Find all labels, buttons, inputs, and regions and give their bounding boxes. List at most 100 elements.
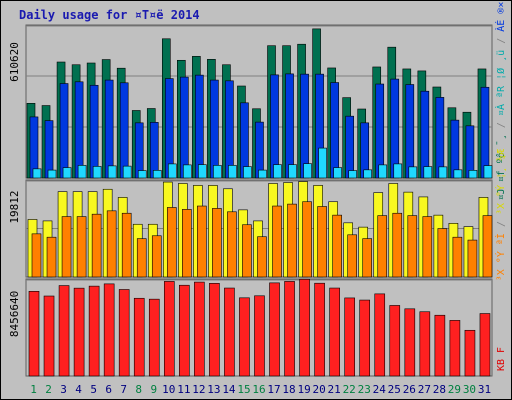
bar-top-s2-day-7 xyxy=(122,165,132,179)
bar-middle-s1-day-4 xyxy=(76,216,87,278)
bar-middle-s1-day-24 xyxy=(377,215,388,278)
x-tick-day-29: 29 xyxy=(448,383,461,396)
x-tick-day-4: 4 xyxy=(75,383,82,396)
bar-bottom-s0-day-4 xyxy=(73,287,85,377)
bar-top-s2-day-29 xyxy=(453,169,463,179)
bar-top-s1-day-22 xyxy=(345,115,354,179)
bar-bottom-s0-day-25 xyxy=(389,305,401,377)
legend-entry-bottom-0: KB F xyxy=(496,347,507,371)
bar-middle-s1-day-30 xyxy=(467,239,478,278)
bar-top-s1-day-24 xyxy=(375,83,385,179)
bar-bottom-s0-day-22 xyxy=(344,297,355,377)
bar-top-s1-day-9 xyxy=(149,122,159,179)
bar-bottom-s0-day-2 xyxy=(43,295,55,377)
x-tick-day-12: 12 xyxy=(192,383,205,396)
bar-top-s2-day-23 xyxy=(363,169,373,179)
bar-middle-s1-day-5 xyxy=(91,213,102,278)
bar-middle-s1-day-1 xyxy=(31,233,42,278)
bar-top-s2-day-1 xyxy=(32,168,42,179)
bar-top-s2-day-9 xyxy=(152,170,162,179)
bar-top-s2-day-27 xyxy=(423,166,433,179)
bar-top-s2-day-3 xyxy=(62,167,72,179)
bar-middle-s1-day-21 xyxy=(332,214,342,278)
bar-top-s1-day-4 xyxy=(74,81,84,179)
bar-middle-s1-day-17 xyxy=(272,205,282,278)
bar-middle-s1-day-16 xyxy=(257,236,267,278)
bar-middle-s1-day-31 xyxy=(482,215,493,278)
bar-bottom-s0-day-15 xyxy=(239,297,250,377)
bar-bottom-s0-day-27 xyxy=(419,311,431,377)
bar-bottom-s0-day-18 xyxy=(284,281,295,377)
bar-top-s1-day-17 xyxy=(270,74,279,179)
x-tick-day-18: 18 xyxy=(282,383,295,396)
bar-top-s2-day-6 xyxy=(107,165,117,179)
bar-top-s2-day-10 xyxy=(167,163,177,179)
bar-top-s1-day-14 xyxy=(225,80,234,179)
bar-top-s1-day-6 xyxy=(104,79,114,179)
bar-top-s2-day-25 xyxy=(393,163,403,179)
legend-entry-top-3: / xyxy=(496,32,507,50)
bar-top-s1-day-21 xyxy=(330,82,339,179)
bar-bottom-s0-day-16 xyxy=(254,295,265,377)
bar-middle-s1-day-22 xyxy=(347,234,357,278)
bar-middle-s1-day-6 xyxy=(106,210,117,278)
x-tick-day-19: 19 xyxy=(297,383,310,396)
legend-entry-top-1: / xyxy=(496,116,507,134)
x-tick-day-24: 24 xyxy=(373,383,387,396)
x-tick-day-17: 17 xyxy=(267,383,280,396)
bar-middle-s1-day-23 xyxy=(362,238,373,278)
legend-entry-middle-2: ³X °Ý ¦¸ ¼Æ xyxy=(494,149,507,215)
x-tick-day-7: 7 xyxy=(120,383,127,396)
bar-top-s2-day-30 xyxy=(468,170,478,179)
bar-bottom-s0-day-31 xyxy=(479,313,491,377)
bar-bottom-s0-day-21 xyxy=(329,287,340,377)
bar-top-s1-day-8 xyxy=(134,122,144,179)
bar-middle-s1-day-7 xyxy=(121,212,132,278)
bar-top-s2-day-12 xyxy=(198,164,207,179)
bar-top-s2-day-24 xyxy=(378,164,388,179)
bar-top-s2-day-5 xyxy=(92,166,102,179)
bar-middle-s1-day-27 xyxy=(422,216,433,278)
legend-bottom: KB F xyxy=(496,347,507,371)
bar-top-s1-day-16 xyxy=(255,121,264,179)
bar-middle-s1-day-11 xyxy=(182,209,192,278)
bar-top-s2-day-8 xyxy=(137,170,147,179)
x-tick-day-30: 30 xyxy=(463,383,476,396)
x-tick-day-3: 3 xyxy=(60,383,67,396)
x-axis-ticks: 1 2 3 4 5 6 7 8 9 10 11 12 13 14 15 16 17 18 19 20 21 22 23 24 2… xyxy=(30,383,491,396)
x-tick-day-13: 13 xyxy=(207,383,220,396)
bar-bottom-s0-day-3 xyxy=(58,285,70,377)
panel-bottom: 8456640 KB F xyxy=(8,278,507,377)
bar-middle-s1-day-8 xyxy=(136,238,147,278)
x-tick-day-27: 27 xyxy=(418,383,431,396)
bar-top-s1-day-5 xyxy=(89,84,99,179)
bar-bottom-s0-day-11 xyxy=(179,284,190,377)
legend-entry-top-4: ÀÉ ®× xyxy=(494,2,507,32)
bar-top-s2-day-2 xyxy=(47,169,57,179)
x-tick-day-6: 6 xyxy=(105,383,112,396)
y-max-label-top: 610620 xyxy=(8,42,21,82)
x-tick-day-22: 22 xyxy=(343,383,356,396)
bar-bottom-s0-day-6 xyxy=(103,283,115,377)
bar-middle-s1-day-3 xyxy=(61,216,72,278)
bar-bottom-s0-day-10 xyxy=(163,281,175,377)
x-tick-day-20: 20 xyxy=(313,383,326,396)
x-tick-day-11: 11 xyxy=(177,383,190,396)
bar-bottom-s0-day-7 xyxy=(118,289,130,377)
x-tick-day-26: 26 xyxy=(403,383,416,396)
bar-bottom-s0-day-12 xyxy=(194,281,205,377)
y-max-label-bottom: 8456640 xyxy=(8,291,21,337)
bar-top-s1-day-2 xyxy=(44,120,54,179)
bar-top-s1-day-7 xyxy=(119,82,129,179)
x-tick-day-31: 31 xyxy=(478,383,491,396)
legend-entry-middle-1: / xyxy=(496,215,507,233)
x-tick-day-15: 15 xyxy=(237,383,250,396)
panel-top: 610620 ¤J ¤f ºô ¯¸ / ¤À ªR ¦Ø ¸ü / ÀÉ ®× xyxy=(8,2,507,201)
bar-top-s2-day-14 xyxy=(228,165,237,179)
bar-bottom-s0-day-26 xyxy=(404,308,416,377)
bar-middle-s1-day-14 xyxy=(227,211,237,278)
bar-top-s1-day-26 xyxy=(405,84,415,179)
x-tick-day-9: 9 xyxy=(150,383,157,396)
x-tick-day-5: 5 xyxy=(90,383,97,396)
